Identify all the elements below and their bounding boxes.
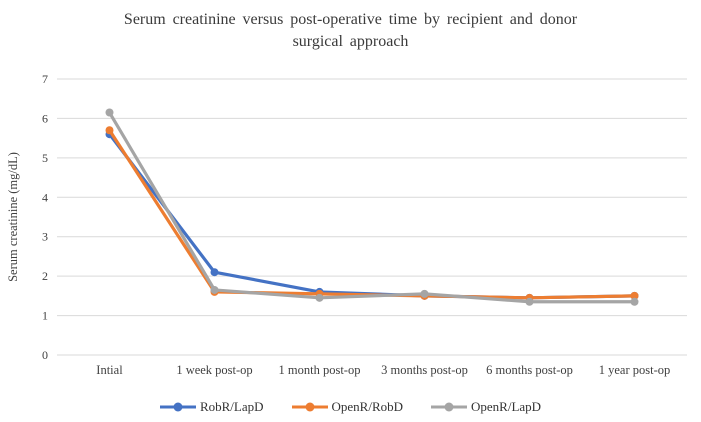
series-line-robr-lapd xyxy=(107,132,637,300)
series-line-openr-lapd xyxy=(107,110,637,304)
legend: RobR/LapD OpenR/RobD OpenR/LapD xyxy=(0,396,701,418)
series-line-openr-robd xyxy=(107,128,637,300)
legend-item-openr-robd: OpenR/RobD xyxy=(291,399,404,415)
data-point-openr-robd xyxy=(630,291,639,300)
y-tick-label: 5 xyxy=(42,151,48,165)
data-point-openr-lapd xyxy=(630,297,639,306)
y-axis-title: Serum creatinine (mg/dL) xyxy=(6,152,20,282)
data-point-openr-lapd xyxy=(525,297,534,306)
legend-marker-icon xyxy=(291,402,328,412)
y-tick-label: 7 xyxy=(42,72,48,86)
data-point-openr-lapd xyxy=(105,108,114,117)
legend-marker-icon xyxy=(159,402,196,412)
legend-label: OpenR/RobD xyxy=(331,399,404,414)
y-tick-label: 6 xyxy=(42,111,48,125)
x-tick-label: 6 months post-op xyxy=(486,363,573,377)
legend-label: RobR/LapD xyxy=(199,399,264,414)
y-tick-label: 2 xyxy=(42,269,48,283)
x-tick-label: 3 months post-op xyxy=(381,363,468,377)
legend-item-openr-lapd: OpenR/LapD xyxy=(431,399,541,415)
x-tick-label: 1 year post-op xyxy=(599,363,671,377)
x-tick-label: 1 month post-op xyxy=(279,363,361,377)
chart-title: Serum creatinine versus post-operative t… xyxy=(123,11,578,50)
data-point-openr-robd xyxy=(105,126,114,135)
data-point-openr-lapd xyxy=(420,289,429,298)
legend-item-robr-lapd: RobR/LapD xyxy=(159,399,264,415)
y-tick-label: 1 xyxy=(42,309,48,323)
y-tick-label: 0 xyxy=(42,348,48,362)
y-tick-label: 4 xyxy=(42,190,48,204)
y-tick-label: 3 xyxy=(42,230,48,244)
data-point-openr-lapd xyxy=(315,293,324,302)
data-point-robr-lapd xyxy=(210,268,219,277)
plot-area: 0 1 2 3 4 5 6 7 Serum creatinine (mg/dL) Intial 1 … xyxy=(6,72,687,377)
legend-label: OpenR/LapD xyxy=(471,399,542,414)
x-tick-label: Intial xyxy=(96,363,123,377)
x-tick-label: 1 week post-op xyxy=(176,363,252,377)
legend-marker-icon xyxy=(431,402,467,412)
data-point-openr-lapd xyxy=(210,285,219,294)
